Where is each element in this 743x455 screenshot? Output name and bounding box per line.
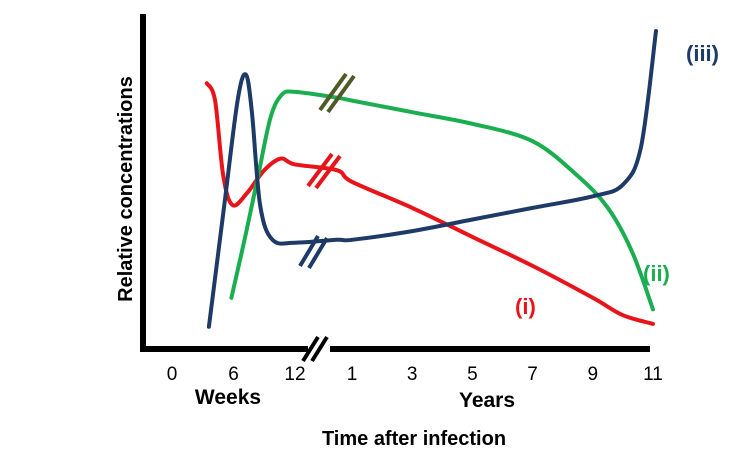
y-axis-title: Relative concentrations — [115, 76, 137, 302]
x-axis-break-marker — [301, 335, 329, 363]
x-tick-year-9: 9 — [588, 364, 599, 385]
series-i-break-marker — [306, 152, 342, 190]
x-tick-year-1: 1 — [347, 364, 358, 385]
x-tick-year-7: 7 — [527, 364, 538, 385]
x-tick-year-3: 3 — [407, 364, 418, 385]
x-tick-year-5: 5 — [467, 364, 478, 385]
series-label-iii: (iii) — [686, 41, 719, 66]
x-section-label-weeks: Weeks — [195, 386, 261, 409]
series-i-line — [204, 81, 655, 326]
x-axis-title: Time after infection — [322, 428, 506, 450]
series-label-i: (i) — [515, 294, 536, 319]
x-tick-week-12: 12 — [284, 364, 305, 385]
x-section-label-years: Years — [459, 389, 515, 412]
series-label-ii: (ii) — [643, 261, 670, 286]
x-tick-week-6: 6 — [228, 364, 239, 385]
x-tick-labels: 0 6 12 1 3 5 7 9 11 — [167, 364, 663, 385]
series-layer — [204, 29, 658, 329]
series-iii-break-marker — [298, 234, 329, 270]
curve-break-markers — [298, 72, 356, 270]
series-ii-break-marker — [318, 72, 356, 114]
x-tick-week-0: 0 — [167, 364, 178, 385]
series-ii-line — [229, 89, 655, 312]
series-iii-line — [206, 29, 658, 329]
x-tick-year-11: 11 — [643, 364, 663, 385]
